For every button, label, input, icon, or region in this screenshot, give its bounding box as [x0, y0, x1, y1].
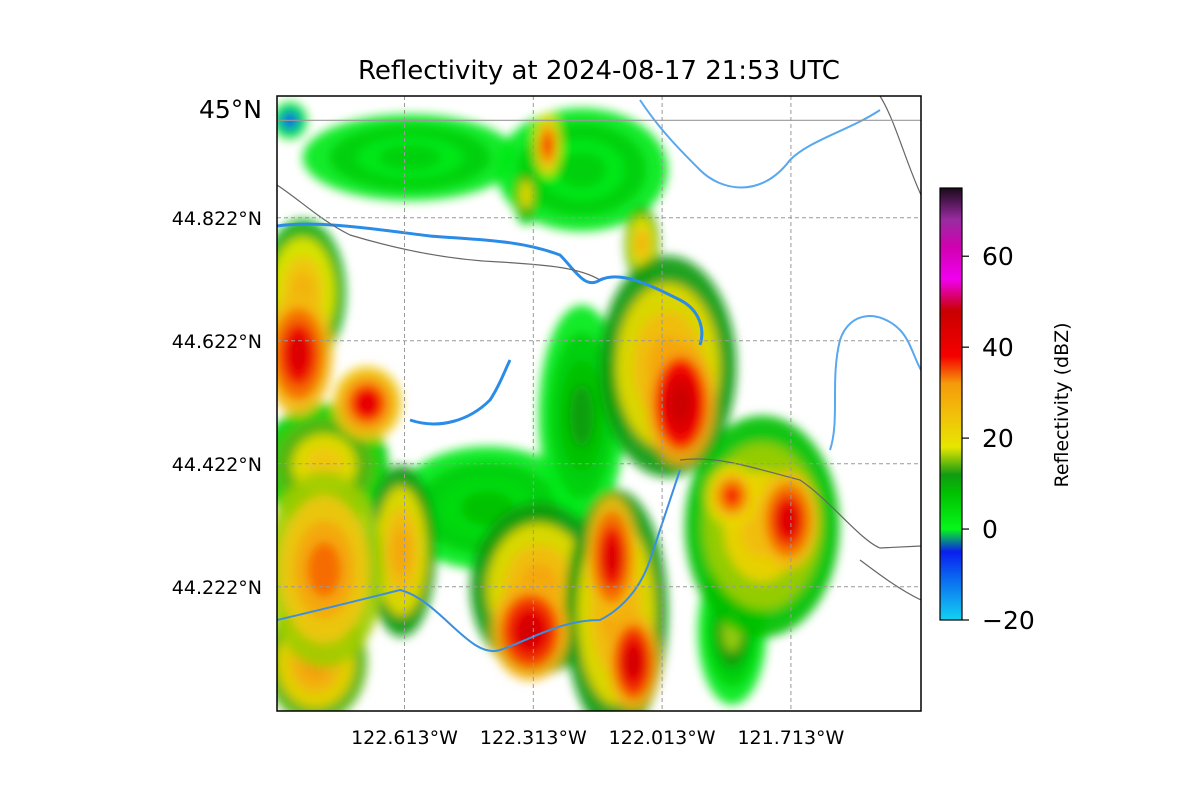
reflectivity-echo: [569, 384, 594, 447]
longitude-label: 121.713°W: [737, 727, 844, 749]
reflectivity-echo: [380, 145, 441, 170]
reflectivity-echo: [288, 337, 309, 372]
colorbar: −20 0 20 40 60 Reflectivity (dBZ): [939, 187, 1073, 635]
colorbar-tick-label: 60: [982, 242, 1014, 271]
colorbar-tick-label: 0: [982, 515, 998, 544]
longitude-label: 122.613°W: [351, 727, 458, 749]
river-north: [639, 99, 881, 189]
reflectivity-echo: [519, 617, 542, 645]
river-south: [277, 469, 681, 653]
map-gridlines: [277, 96, 921, 711]
state-boundary: [277, 96, 921, 601]
colorbar-gradient: [939, 187, 963, 621]
reflectivity-echo: [637, 233, 647, 254]
reflectivity-echo: [626, 648, 641, 676]
radar-reflectivity-layer: [277, 102, 840, 711]
map-title: Reflectivity at 2024-08-17 21:53 UTC: [358, 56, 840, 86]
map-panel: 45°N 44.822°N 44.622°N 44.422°N 44.222°N 122…: [172, 95, 922, 749]
latitude-labels: 45°N 44.822°N 44.622°N 44.422°N 44.222°N: [172, 95, 262, 599]
longitude-labels: 122.613°W 122.313°W 122.013°W 121.713°W: [351, 727, 844, 749]
map-frame: [276, 95, 922, 712]
reservoir: [409, 359, 512, 426]
map-features: [277, 96, 921, 653]
reflectivity-echo: [522, 185, 530, 204]
colorbar-ticks: −20 0 20 40 60: [962, 242, 1035, 635]
latitude-label: 45°N: [199, 95, 262, 124]
river-main: [277, 222, 704, 346]
reflectivity-echo: [779, 506, 797, 535]
colorbar-tick-label: 20: [982, 424, 1014, 453]
latitude-label: 44.222°N: [172, 577, 262, 599]
latitude-label: 44.622°N: [172, 331, 262, 353]
reflectivity-echo: [307, 541, 342, 598]
reflectivity-echo: [670, 386, 691, 421]
latitude-label: 44.422°N: [172, 454, 262, 476]
colorbar-label: Reflectivity (dBZ): [1051, 322, 1073, 487]
reflectivity-echo: [357, 393, 377, 414]
reflectivity-echo: [391, 526, 412, 576]
reflectivity-echo: [604, 540, 620, 575]
reflectivity-echo: [557, 152, 606, 188]
reflectivity-echo: [543, 136, 552, 154]
latitude-label: 44.822°N: [172, 208, 262, 230]
longitude-label: 122.313°W: [480, 727, 587, 749]
colorbar-tick-label: 40: [982, 333, 1014, 362]
reflectivity-echo: [724, 487, 740, 505]
river-east: [829, 315, 921, 451]
colorbar-tick-label: −20: [982, 606, 1035, 635]
longitude-label: 122.013°W: [609, 727, 716, 749]
